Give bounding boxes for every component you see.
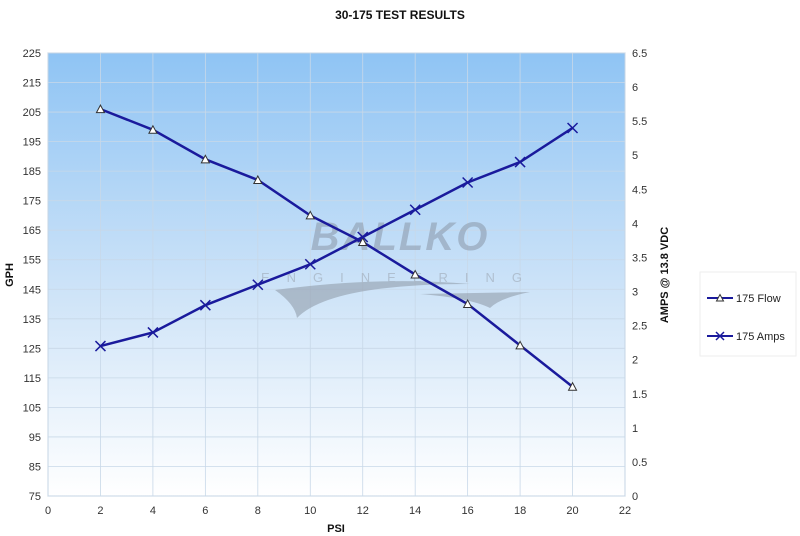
- legend-x-marker: [715, 331, 725, 341]
- x-tick-label: 22: [619, 505, 631, 517]
- amps-point: [462, 176, 474, 189]
- x-tick-label: 0: [45, 505, 51, 517]
- y2-tick-label: 0: [632, 491, 638, 503]
- amps-point: [409, 204, 421, 216]
- amps-point: [304, 258, 316, 270]
- y2-tick-label: 6.5: [632, 48, 647, 60]
- legend-label-flow: 175 Flow: [736, 293, 781, 305]
- amps-point: [357, 231, 369, 243]
- amps-point: [252, 279, 264, 291]
- y-tick-label: 95: [29, 432, 41, 444]
- legend-triangle-marker: [715, 293, 725, 302]
- y-tick-label: 185: [23, 166, 41, 178]
- legend: 175 Flow 175 Amps: [699, 271, 797, 357]
- y2-tick-label: 2: [632, 355, 638, 367]
- x-tick-label: 8: [255, 505, 261, 517]
- y2-tick-label: 3.5: [632, 252, 647, 264]
- x-tick-label: 18: [514, 505, 526, 517]
- flow-point: [357, 236, 368, 247]
- y-tick-label: 85: [29, 461, 41, 473]
- amps-point: [199, 299, 211, 311]
- flow-point: [567, 381, 578, 391]
- y-tick-label: 205: [23, 107, 41, 119]
- y2-tick-label: 4.5: [632, 184, 647, 196]
- flow-point: [515, 340, 525, 350]
- series-line-0: [99, 107, 574, 388]
- y-tick-label: 155: [23, 255, 41, 267]
- x-axis-label: PSI: [327, 523, 345, 535]
- x-tick-label: 6: [202, 505, 208, 517]
- y2-axis-label: AMPS @ 13.8 VDC: [659, 227, 671, 323]
- y-axis-label: GPH: [4, 263, 16, 287]
- amps-point: [94, 340, 106, 352]
- watermark-logo: BALLKO ENGINEERING: [261, 215, 539, 318]
- y2-tick-label: 5.5: [632, 116, 647, 128]
- flow-point: [95, 104, 106, 114]
- x-tick-label: 4: [150, 505, 156, 517]
- y-tick-label: 115: [23, 373, 41, 385]
- amps-point: [514, 156, 526, 168]
- flow-point: [410, 269, 421, 279]
- flow-point: [462, 298, 473, 309]
- y-tick-label: 175: [23, 196, 41, 208]
- gridlines: [47, 52, 626, 497]
- y2-tick-label: 5: [632, 150, 638, 162]
- y2-tick-label: 1.5: [632, 389, 647, 401]
- y2-tick-label: 6: [632, 82, 638, 94]
- y-tick-label: 125: [23, 343, 41, 355]
- x-tick-label: 20: [566, 505, 578, 517]
- y-tick-label: 165: [23, 225, 41, 237]
- y2-tick-label: 1: [632, 423, 638, 435]
- flow-point: [148, 124, 158, 134]
- amps-point: [567, 122, 579, 134]
- y2-tick-label: 0.5: [632, 457, 647, 469]
- flow-point: [305, 210, 316, 220]
- x-tick-label: 16: [462, 505, 474, 517]
- amps-point: [147, 326, 159, 338]
- y-tick-label: 215: [23, 78, 41, 90]
- y-tick-label: 195: [23, 137, 41, 149]
- y-tick-label: 135: [23, 314, 41, 326]
- y2-tick-label: 4: [632, 218, 638, 230]
- y-tick-label: 225: [23, 48, 41, 60]
- series-line-1: [100, 126, 574, 348]
- x-tick-label: 10: [304, 505, 316, 517]
- flow-point: [200, 154, 211, 164]
- x-tick-label: 12: [357, 505, 369, 517]
- watermark-sub: ENGINEERING: [261, 270, 539, 285]
- x-tick-label: 2: [97, 505, 103, 517]
- y-tick-label: 145: [23, 284, 41, 296]
- y2-tick-label: 2.5: [632, 321, 647, 333]
- y2-tick-label: 3: [632, 287, 638, 299]
- watermark-brand: BALLKO: [311, 215, 490, 259]
- chart-title: 30-175 TEST RESULTS: [335, 8, 465, 22]
- x-tick-label: 14: [409, 505, 421, 517]
- y-tick-label: 105: [23, 402, 41, 414]
- y-tick-label: 75: [29, 491, 41, 503]
- legend-label-amps: 175 Amps: [736, 331, 785, 343]
- flow-point: [252, 174, 263, 184]
